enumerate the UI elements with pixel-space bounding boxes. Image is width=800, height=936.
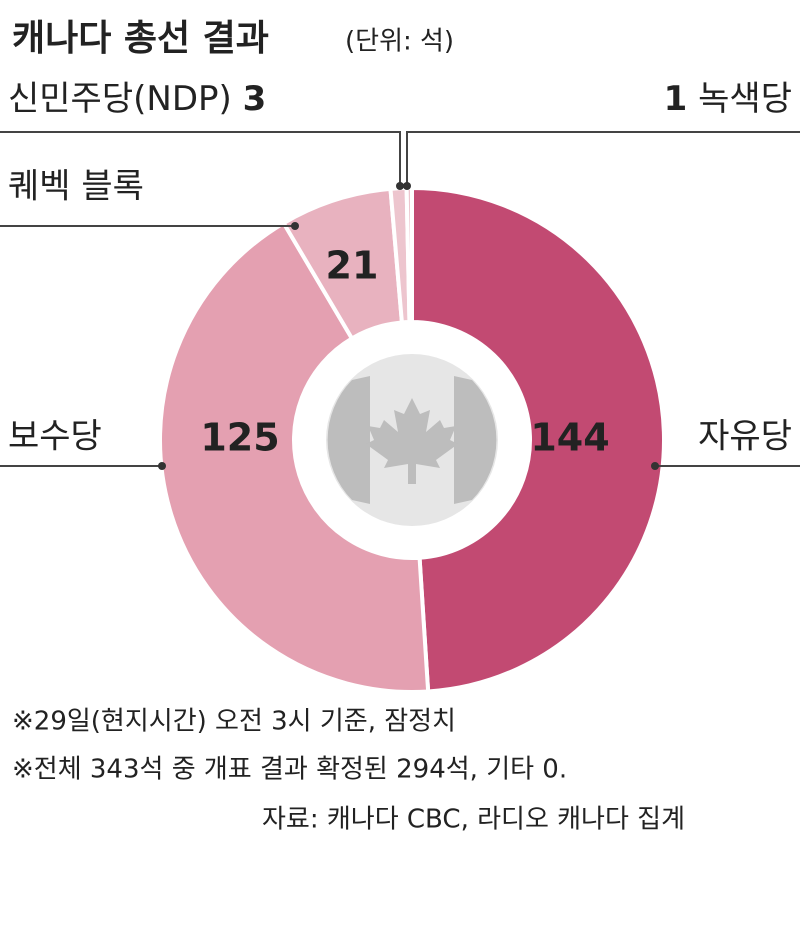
data-label: 144	[530, 416, 609, 460]
footnote: ※29일(현지시간) 오전 3시 기준, 잠정치	[12, 707, 456, 737]
leader-dot	[403, 182, 411, 190]
leader-dot	[651, 462, 659, 470]
leader-dot	[158, 462, 166, 470]
value-label: 3	[243, 79, 267, 119]
chart-title: 캐나다 총선 결과	[12, 18, 269, 59]
category-label: 신민주당(NDP) 3	[8, 79, 266, 119]
donut	[158, 185, 666, 694]
category-label: 퀘벡 블록	[8, 167, 144, 207]
category-name: 녹색당	[698, 79, 792, 119]
center-flag	[294, 322, 530, 558]
footnote: ※전체 343석 중 개표 결과 확정된 294석, 기타 0.	[12, 755, 567, 785]
category-label: 1 녹색당	[664, 79, 792, 119]
chart-subtitle: (단위: 석)	[345, 27, 454, 57]
category-label: 자유당	[698, 417, 792, 457]
leader-line	[406, 131, 800, 186]
leader-dot	[291, 222, 299, 230]
leader-line	[0, 131, 401, 186]
category-name: 신민주당(NDP)	[8, 79, 232, 119]
data-label: 125	[200, 416, 279, 460]
donut-segment	[404, 185, 414, 325]
data-label: 21	[326, 244, 379, 288]
footnote: 자료: 캐나다 CBC, 라디오 캐나다 집계	[262, 805, 685, 835]
leader-dot	[396, 182, 404, 190]
value-label: 1	[664, 79, 688, 119]
notes: ※29일(현지시간) 오전 3시 기준, 잠정치 ※전체 343석 중 개표 결과…	[12, 707, 685, 835]
category-label: 보수당	[8, 417, 102, 457]
